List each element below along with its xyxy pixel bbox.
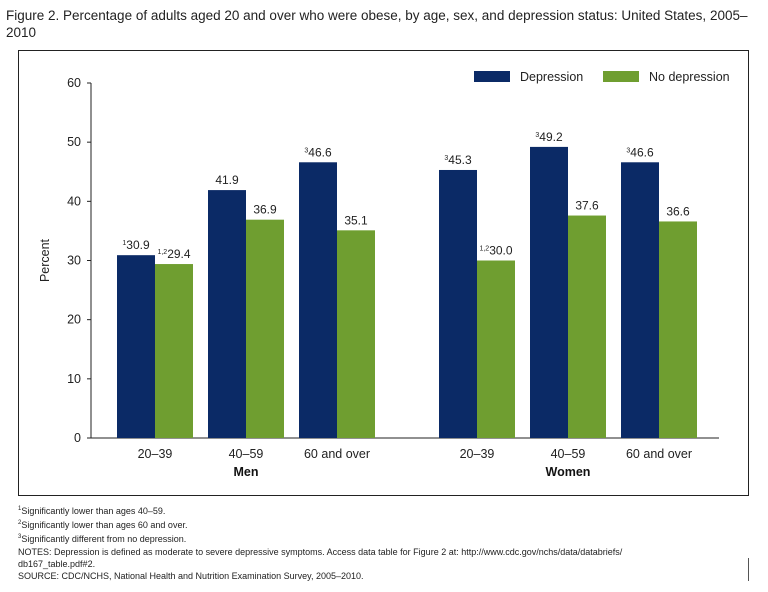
bar xyxy=(208,190,246,438)
footnote-2: 2Significantly lower than ages 60 and ov… xyxy=(18,520,188,531)
x-tick-label: 60 and over xyxy=(626,447,692,461)
x-tick-label: 20–39 xyxy=(138,447,173,461)
x-tick-label: 20–39 xyxy=(460,447,495,461)
data-label: 36.9 xyxy=(253,203,277,217)
bar xyxy=(477,260,515,438)
bar xyxy=(299,162,337,438)
bar xyxy=(439,169,477,438)
bar xyxy=(568,215,606,438)
footnote-3: 3Significantly different from no depress… xyxy=(18,534,187,545)
data-label: 1,229.4 xyxy=(157,247,190,261)
bar-chart: 0 10 20 30 40 50 60 Percent 130.9 1,229.4 20–39 41… xyxy=(38,70,730,479)
figure-title: Figure 2. Percentage of adults aged 20 a… xyxy=(6,8,748,40)
data-label: 345.3 xyxy=(444,153,472,167)
y-tick-label: 60 xyxy=(67,76,81,90)
bar xyxy=(530,146,568,438)
group-label: Women xyxy=(546,465,591,479)
bar xyxy=(246,219,284,438)
bar xyxy=(117,255,155,438)
x-tick-label: 40–59 xyxy=(229,447,264,461)
figure-notes: 1Significantly lower than ages 40–59. 2S… xyxy=(18,503,758,582)
source-line: SOURCE: CDC/NCHS, National Health and Nu… xyxy=(18,571,364,582)
x-tick-label: 60 and over xyxy=(304,447,370,461)
legend-label: No depression xyxy=(649,70,730,84)
group-label: Men xyxy=(234,465,259,479)
bar xyxy=(621,162,659,438)
y-tick-label: 0 xyxy=(74,431,81,445)
y-tick-label: 40 xyxy=(67,194,81,208)
legend-label: Depression xyxy=(520,70,583,84)
data-label: 35.1 xyxy=(344,213,368,227)
legend-swatch xyxy=(474,71,510,82)
y-tick-label: 30 xyxy=(67,254,81,268)
bar xyxy=(659,221,697,438)
y-tick-label: 20 xyxy=(67,313,81,327)
y-tick-label: 50 xyxy=(67,135,81,149)
chart-frame: 0 10 20 30 40 50 60 Percent 130.9 1,229.4 20–39 41… xyxy=(18,50,749,496)
y-axis-label: Percent xyxy=(38,238,52,282)
notes-line-2: db167_table.pdf#2. xyxy=(18,558,96,569)
data-label: 1,230.0 xyxy=(479,244,512,258)
bar xyxy=(155,264,193,438)
legend-swatch xyxy=(603,71,639,82)
x-tick-label: 40–59 xyxy=(551,447,586,461)
notes-line-1: NOTES: Depression is defined as moderate… xyxy=(18,546,623,557)
page-edge-rule xyxy=(748,558,749,581)
data-label: 130.9 xyxy=(122,238,150,252)
data-label: 41.9 xyxy=(215,173,239,187)
y-tick-label: 10 xyxy=(67,372,81,386)
data-label: 346.6 xyxy=(626,145,654,159)
data-label: 37.6 xyxy=(575,199,599,213)
data-label: 349.2 xyxy=(535,130,563,144)
footnote-1: 1Significantly lower than ages 40–59. xyxy=(18,506,166,516)
data-label: 36.6 xyxy=(666,204,690,218)
bar xyxy=(337,230,375,438)
data-label: 346.6 xyxy=(304,145,332,159)
